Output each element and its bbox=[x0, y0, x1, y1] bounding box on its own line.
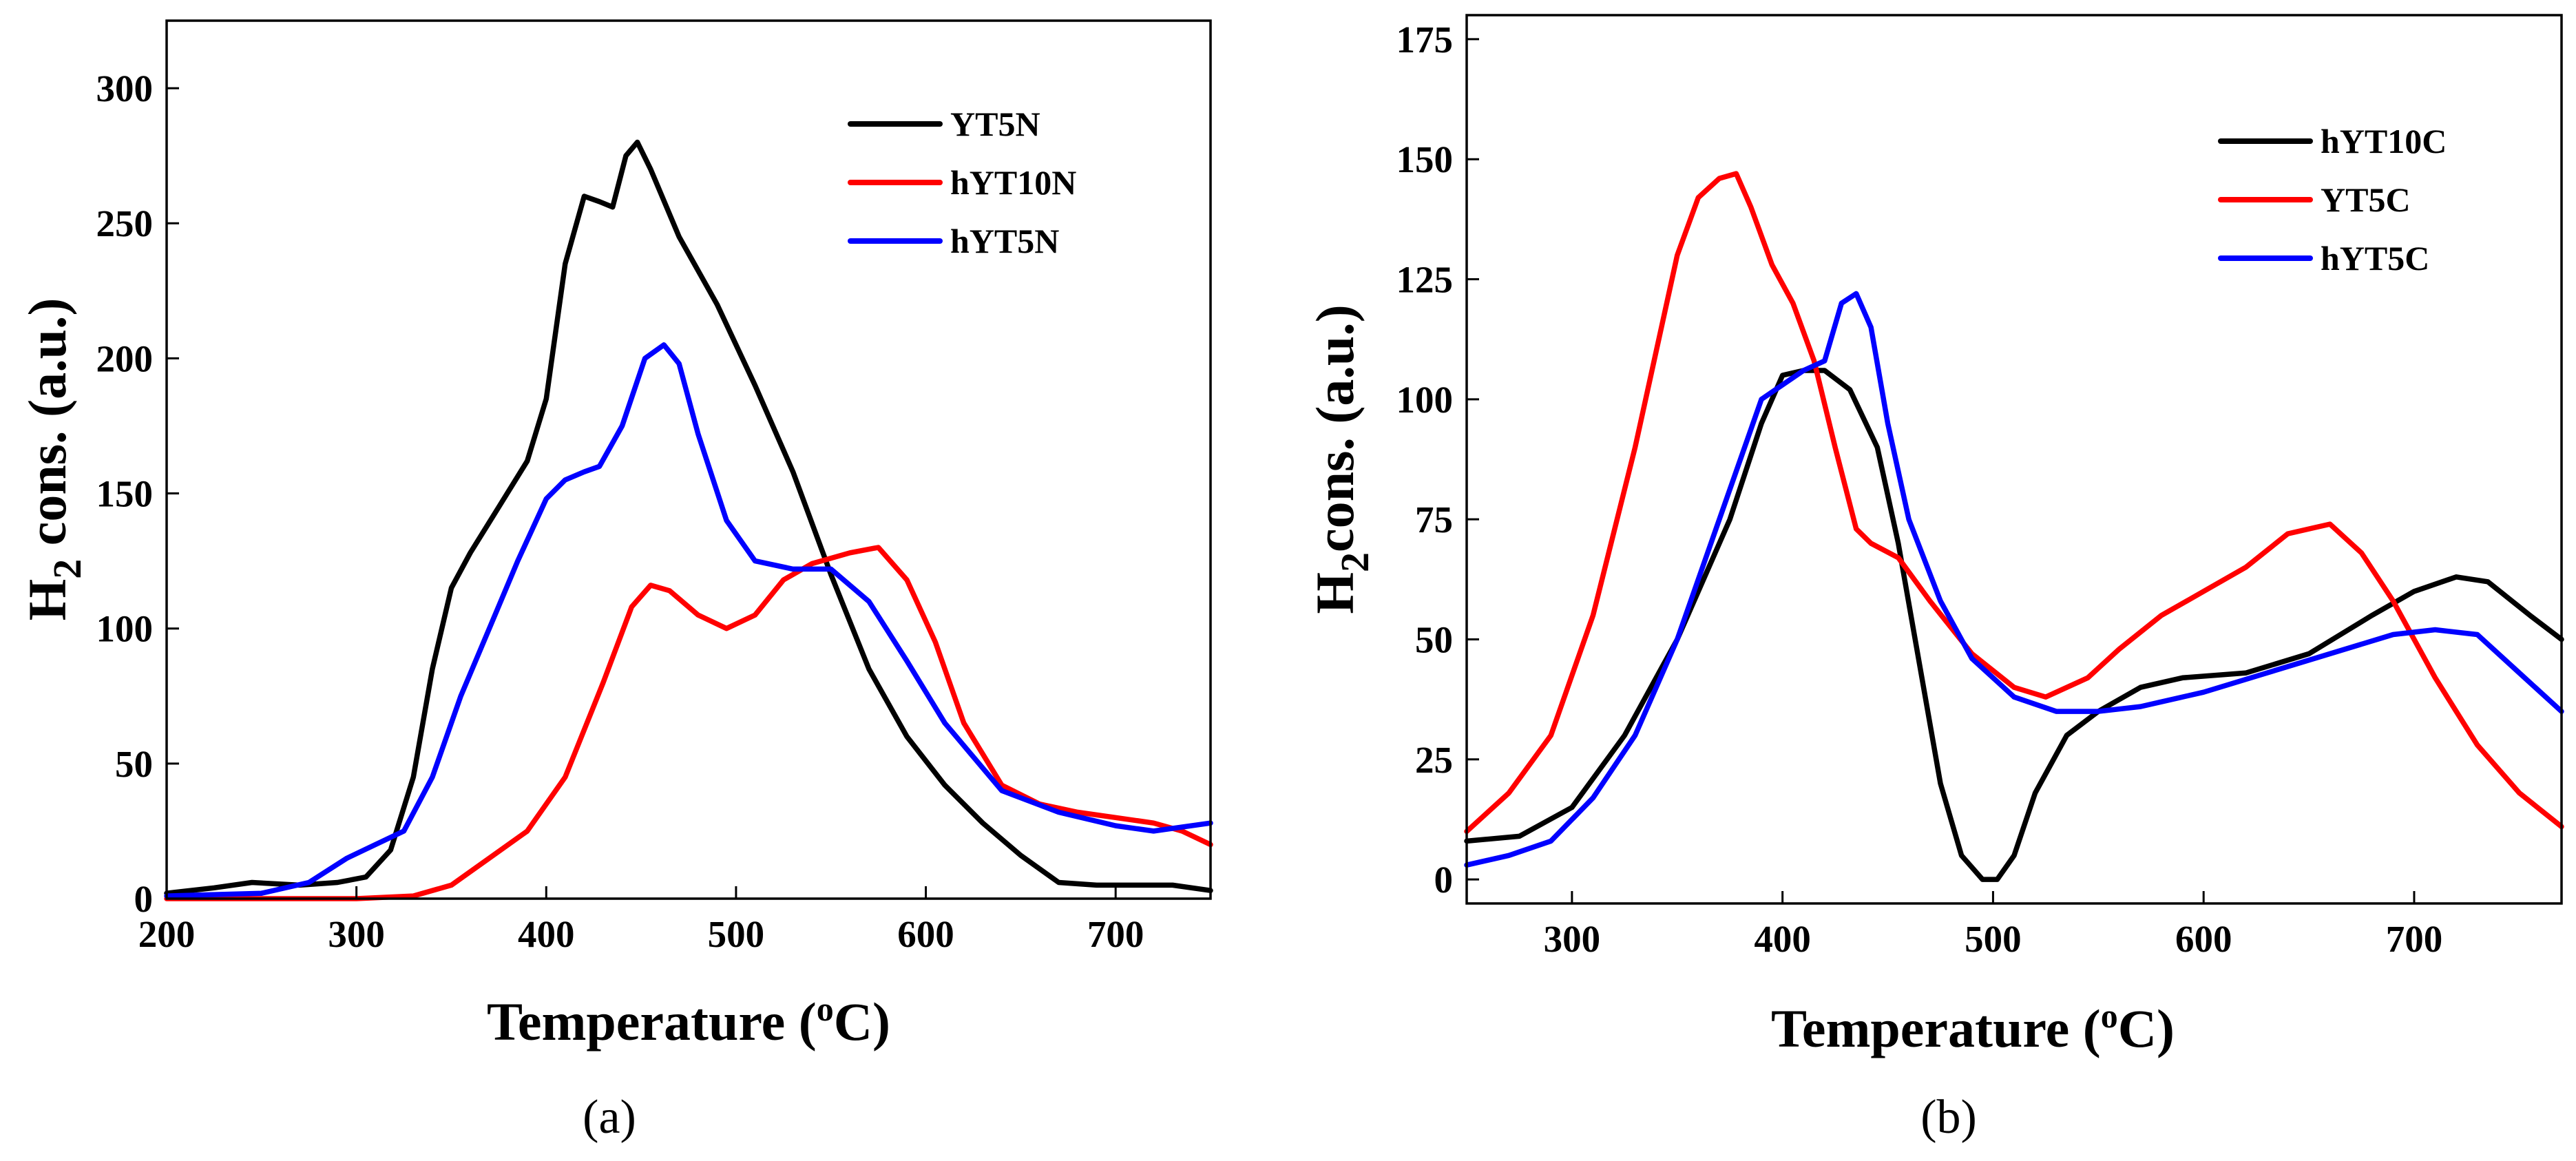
panel-b-y-tick-label-25: 25 bbox=[1415, 739, 1453, 781]
panel-a-x-tick-label-200: 200 bbox=[138, 913, 196, 955]
panel-a-label: (a) bbox=[583, 1091, 636, 1144]
panel-a-y-tick-label-200: 200 bbox=[96, 337, 154, 379]
panel-a-x-tick-label-700: 700 bbox=[1087, 913, 1144, 955]
panel-b-lines bbox=[1464, 171, 2564, 882]
panel-b-y-tick-label-150: 150 bbox=[1396, 138, 1454, 180]
panel-b-legend-label-hYT5C: hYT5C bbox=[2321, 239, 2429, 278]
panel-b-ticks: 300 400 500 600 700 0 25 50 75 100 125 150 175 bbox=[1396, 19, 2443, 960]
panel-a-plot-frame bbox=[165, 19, 1212, 900]
panel-a-y-tick-label-100: 100 bbox=[96, 608, 154, 650]
panel-a-x-tick-label-400: 400 bbox=[518, 913, 575, 955]
panel-a-y-tick-label-300: 300 bbox=[96, 67, 154, 109]
panel-a-y-tick-label-0: 0 bbox=[134, 878, 154, 920]
panel-b-y-tick-label-175: 175 bbox=[1396, 19, 1454, 61]
panel-a-legend-label-YT5N: YT5N bbox=[950, 105, 1040, 143]
panel-b-y-tick-label-75: 75 bbox=[1415, 499, 1453, 541]
panel-b-label: (b) bbox=[1920, 1091, 1977, 1144]
panel-b-x-tick-label-600: 600 bbox=[2175, 918, 2232, 960]
panel-a-y-axis-title: H2 cons. (a.u.) bbox=[17, 298, 90, 621]
panel-a-y-tick-label-250: 250 bbox=[96, 202, 154, 244]
panel-b-x-axis-title: Temperature (oC) bbox=[1771, 996, 2175, 1058]
panel-a-legend-label-hYT10N: hYT10N bbox=[950, 163, 1076, 202]
panel-a-x-tick-label-600: 600 bbox=[897, 913, 954, 955]
panel-b-legend-label-YT5C: YT5C bbox=[2321, 180, 2411, 219]
panel-a-x-tick-label-500: 500 bbox=[708, 913, 765, 955]
panel-b-legend: hYT10C YT5C hYT5C bbox=[2218, 122, 2447, 278]
panel-b: 300 400 500 600 700 0 25 50 75 100 125 150 175 hYT10… bbox=[1305, 14, 2564, 1144]
panel-b-x-tick-label-300: 300 bbox=[1544, 918, 1601, 960]
panel-b-y-tick-label-100: 100 bbox=[1396, 379, 1454, 421]
panel-a: 200 300 400 500 600 700 0 50 100 150 200 250 300 YT5… bbox=[17, 19, 1213, 1144]
panel-a-legend-label-hYT5N: hYT5N bbox=[950, 222, 1059, 260]
panel-b-y-tick-label-0: 0 bbox=[1434, 859, 1454, 901]
panel-a-ticks: 200 300 400 500 600 700 0 50 100 150 200 250 300 bbox=[96, 67, 1144, 955]
panel-a-legend: YT5N hYT10N hYT5N bbox=[848, 105, 1076, 260]
panel-a-series-YT5N bbox=[164, 139, 1213, 896]
panel-a-lines bbox=[164, 139, 1213, 901]
panel-a-series-hYT5N bbox=[164, 342, 1213, 899]
panel-b-series-YT5C bbox=[1464, 171, 2564, 835]
panel-b-y-axis-title: H2cons. (a.u.) bbox=[1305, 304, 1377, 614]
panel-b-x-tick-label-400: 400 bbox=[1754, 918, 1811, 960]
panel-b-series-hYT10C bbox=[1464, 368, 2564, 882]
panel-b-x-tick-label-700: 700 bbox=[2386, 918, 2443, 960]
panel-b-series-hYT5C bbox=[1464, 291, 2564, 868]
panel-b-legend-label-hYT10C: hYT10C bbox=[2321, 122, 2447, 160]
panel-a-y-tick-label-150: 150 bbox=[96, 473, 154, 515]
panel-a-y-tick-label-50: 50 bbox=[115, 743, 153, 785]
panel-a-x-tick-label-300: 300 bbox=[328, 913, 385, 955]
panel-b-plot-frame bbox=[1465, 14, 2563, 905]
panel-a-x-axis-title: Temperature (oC) bbox=[487, 990, 890, 1052]
panel-b-y-tick-label-125: 125 bbox=[1396, 259, 1454, 301]
panel-b-y-tick-label-50: 50 bbox=[1415, 618, 1453, 660]
panel-b-x-tick-label-500: 500 bbox=[1965, 918, 2022, 960]
panel-a-series-hYT10N bbox=[164, 545, 1213, 901]
